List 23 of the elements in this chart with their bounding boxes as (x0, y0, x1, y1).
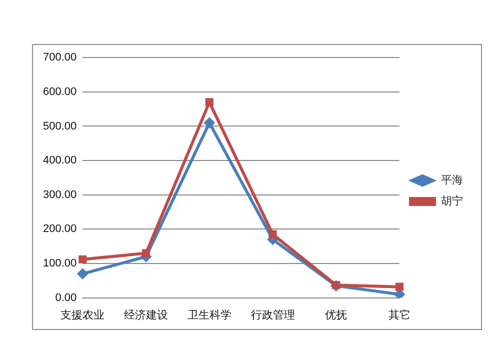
y-tick-label: 400.00 (42, 154, 77, 167)
y-tick-label: 200.00 (42, 223, 77, 236)
point (204, 117, 215, 128)
y-tick-label: 500.00 (42, 120, 77, 132)
x-tick-label: 支援农业 (60, 308, 105, 322)
x-tick-label: 卫生科学 (187, 308, 232, 322)
point (78, 255, 87, 264)
x-tick-label: 行政管理 (250, 308, 295, 322)
point (395, 282, 404, 291)
y-tick-label: 600.00 (42, 86, 77, 98)
point (77, 268, 88, 280)
legend-label: 平海 (441, 173, 463, 186)
legend-label: 胡宁 (441, 194, 463, 208)
x-tick-label: 其它 (388, 308, 410, 322)
point (142, 249, 150, 258)
x-tick-label: 优抚 (325, 308, 348, 322)
point (205, 98, 214, 106)
y-tick-label: 700.00 (42, 52, 77, 64)
y-tick-label: 300.00 (42, 188, 77, 201)
x-tick-label: 经济建设 (124, 308, 168, 322)
y-tick-label: 100.00 (42, 258, 77, 270)
point (268, 230, 277, 238)
y-tick-label: 0.00 (55, 292, 77, 304)
